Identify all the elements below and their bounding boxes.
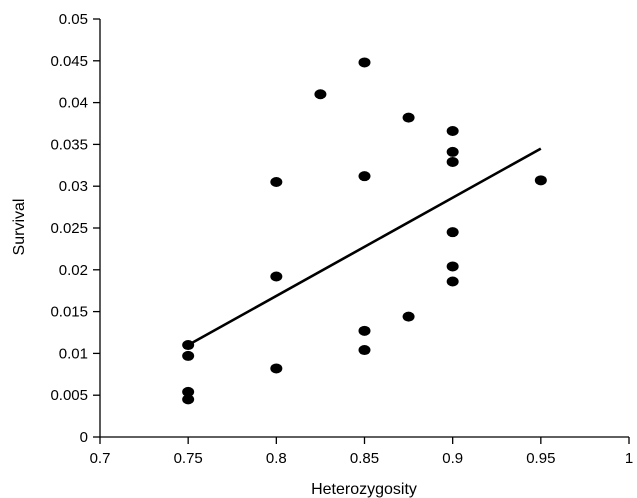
trendline [187, 147, 542, 347]
y-axis-label: Survival [11, 199, 28, 256]
data-point [402, 112, 415, 123]
data-point [182, 350, 195, 361]
data-point [446, 227, 459, 238]
data-point [446, 126, 459, 137]
data-point [270, 363, 283, 374]
y-tick-label: 0.045 [50, 53, 88, 70]
y-tick-label: 0.02 [59, 262, 88, 279]
data-point [314, 89, 327, 100]
data-point [358, 171, 371, 182]
x-tick-label: 0.7 [90, 450, 111, 467]
data-point [358, 345, 371, 356]
x-tick-label: 0.9 [442, 450, 463, 467]
y-tick-label: 0.05 [59, 11, 88, 28]
data-point [534, 175, 547, 186]
data-point [446, 156, 459, 167]
data-point [358, 325, 371, 336]
y-tick-label: 0.01 [59, 345, 88, 362]
y-tick-label: 0.015 [50, 304, 88, 321]
data-point [446, 276, 459, 287]
data-point [182, 394, 195, 405]
y-tick-label: 0.005 [50, 387, 88, 404]
x-axis-label: Heterozygosity [311, 481, 417, 498]
y-tick-label: 0.035 [50, 136, 88, 153]
x-tick-label: 0.95 [526, 450, 555, 467]
data-point [270, 271, 283, 282]
x-tick-label: 0.8 [266, 450, 287, 467]
y-tick-label: 0.04 [59, 95, 88, 112]
data-point [182, 340, 195, 351]
y-tick-label: 0 [80, 429, 88, 446]
data-point [270, 177, 283, 188]
x-tick-label: 1 [625, 450, 633, 467]
axes: 0.7 0.75 0.8 0.85 0.9 0.95 1 0 0.005 0.01 0.015 0.0… [50, 11, 633, 467]
y-tick-label: 0.025 [50, 220, 88, 237]
x-tick-label: 0.85 [350, 450, 379, 467]
data-points [182, 57, 547, 405]
data-point [358, 57, 371, 68]
data-point [182, 386, 195, 397]
data-point [402, 311, 415, 322]
trendline-group [187, 147, 542, 347]
data-point [446, 146, 459, 157]
y-tick-label: 0.03 [59, 178, 88, 195]
data-point [446, 261, 459, 272]
x-tick-label: 0.75 [174, 450, 203, 467]
